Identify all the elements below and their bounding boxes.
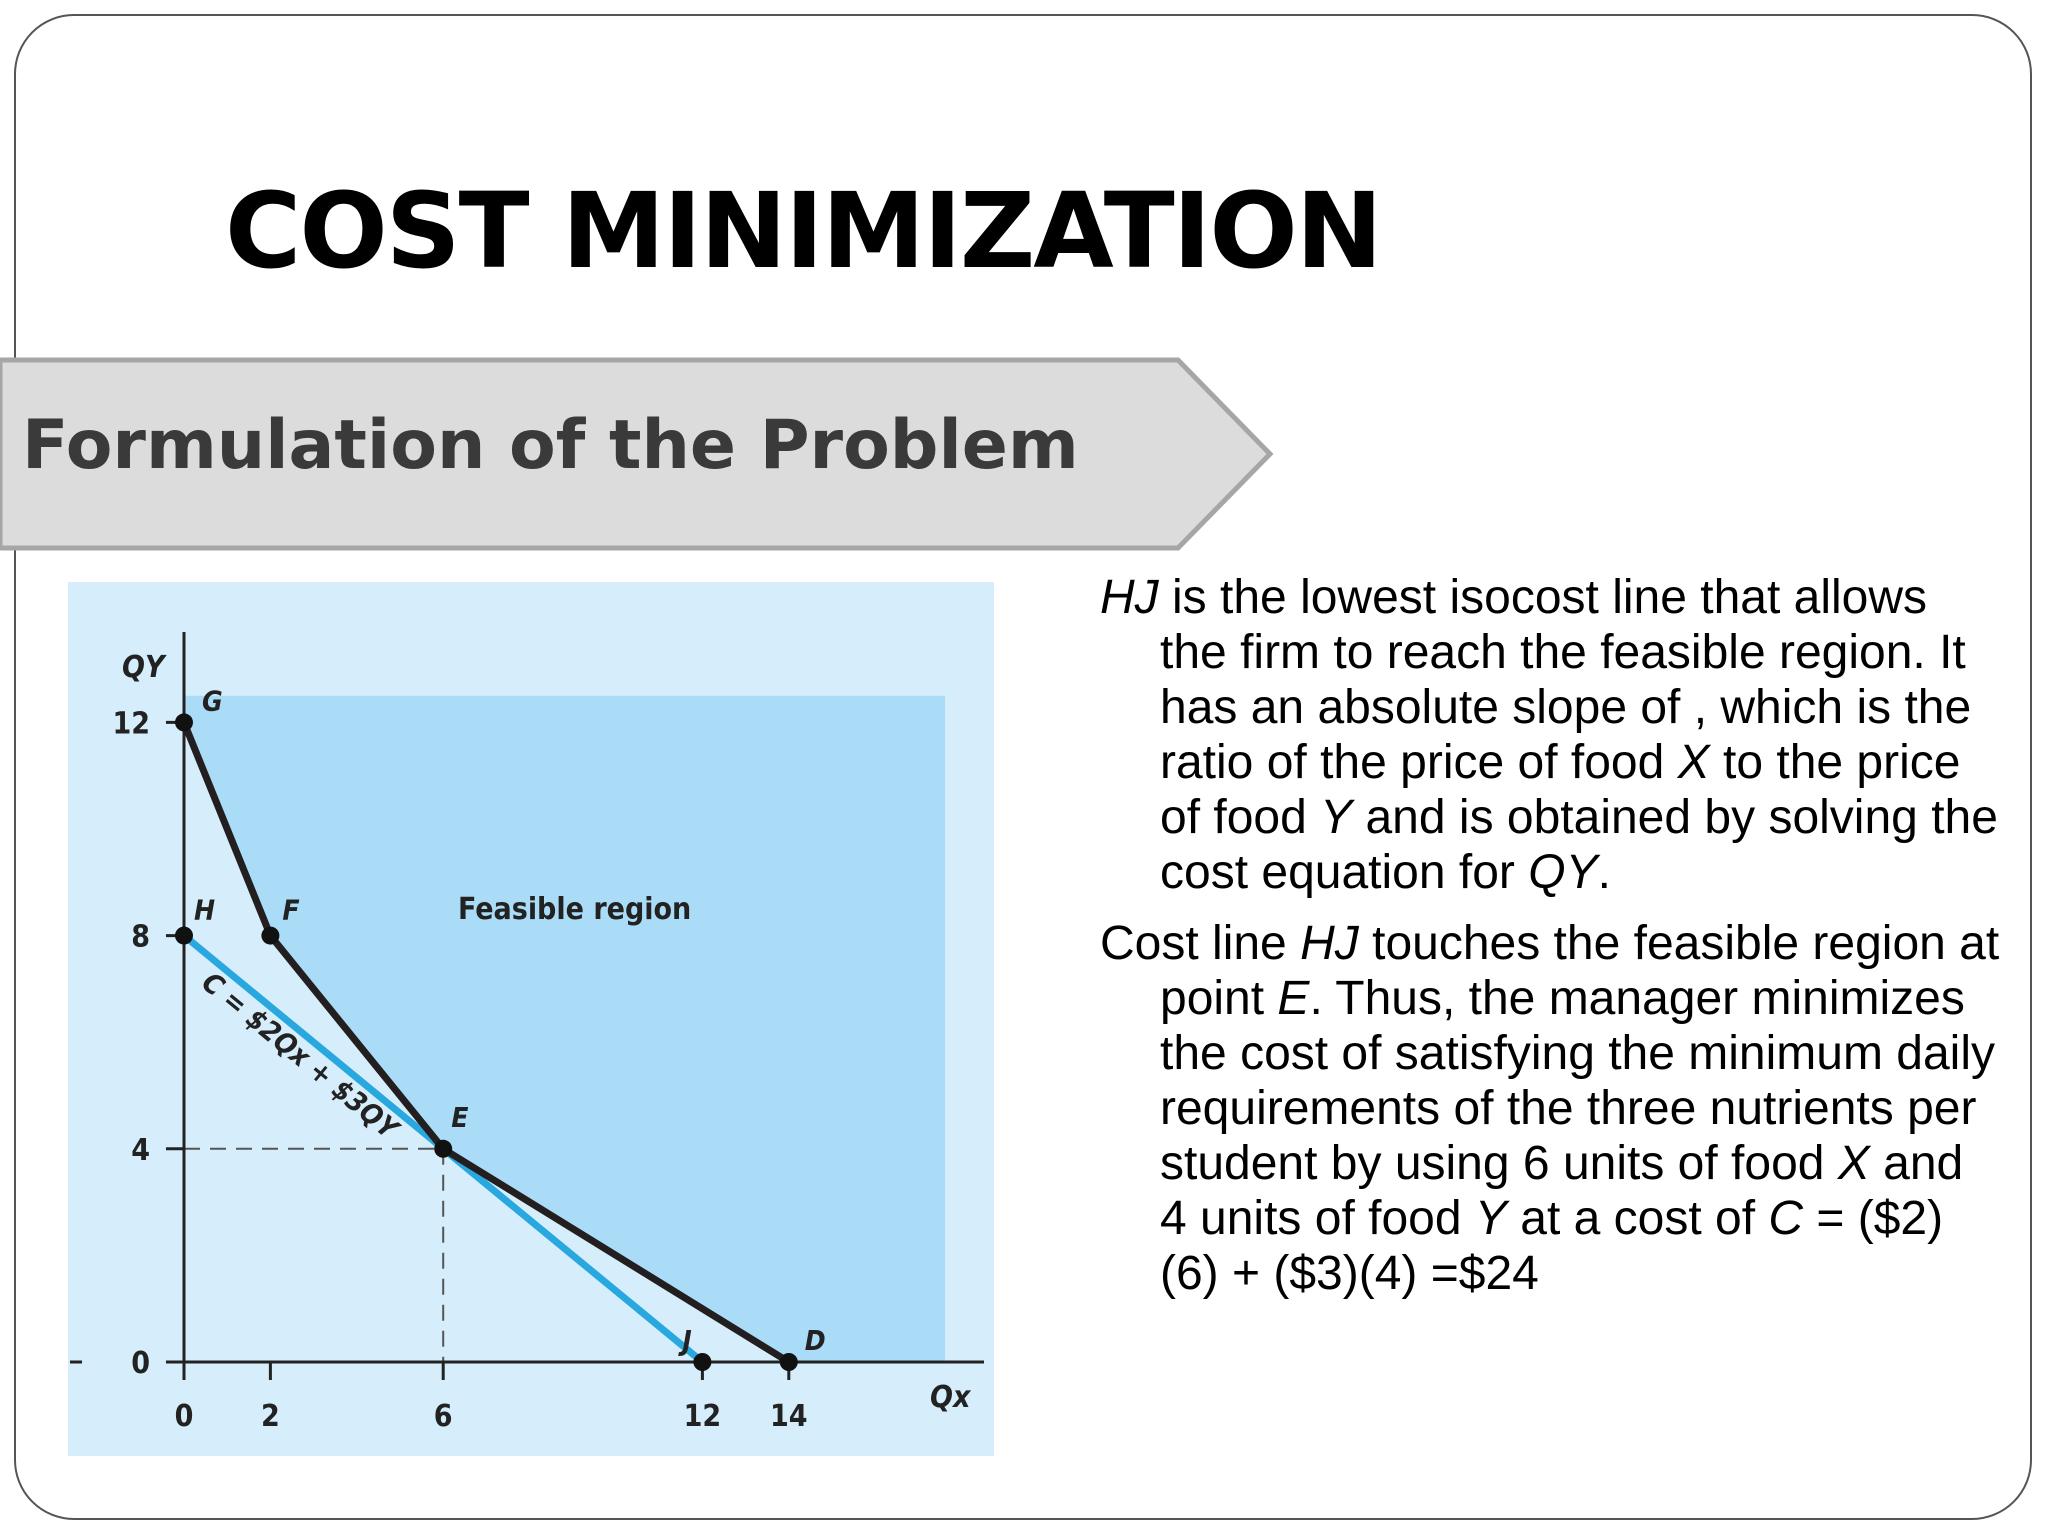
y-tick-label: 8	[131, 920, 150, 955]
point-H	[175, 926, 193, 945]
p2-run: C	[1768, 1192, 1804, 1245]
y-tick-label: 4	[131, 1133, 150, 1168]
feasible-region	[184, 695, 945, 1362]
p2-run: Y	[1474, 1192, 1507, 1245]
point-label-D: D	[805, 1324, 826, 1357]
feasible-boundary-line	[180, 721, 791, 1365]
p2-run: at a cost of	[1506, 1192, 1769, 1245]
y-axis-label: QY	[122, 650, 167, 685]
p2-run: HJ	[1300, 917, 1359, 970]
p1-run: QY	[1528, 846, 1598, 899]
point-F	[261, 926, 280, 945]
banner-arrow-shape	[0, 357, 1274, 551]
p2-run: = ($2)(6) + ($3)(4) =$24	[1160, 1192, 1944, 1300]
slide-title: COST MINIMIZATION	[225, 170, 1383, 292]
p1-run: to the price of food	[1160, 736, 1961, 844]
p2-run: . Thus, the manager minimizes the cost o…	[1160, 972, 1996, 1190]
p1-run: .	[1597, 846, 1611, 899]
point-G	[175, 713, 193, 732]
point-label-F: F	[282, 894, 299, 927]
x-tick-label: 2	[261, 1399, 280, 1434]
x-tick-label: 12	[684, 1399, 722, 1434]
p1-run: is the lowest isocost line that allows t…	[1158, 571, 1972, 789]
p1-run: X	[1677, 736, 1710, 789]
cost-minimization-chart: Feasible region QY Qx 0 4 8 12 0 2 6 12 14 C = $2Qx …	[68, 582, 994, 1456]
x-tick-label: 14	[770, 1399, 808, 1434]
paragraph-optimum: Cost line HJ touches the feasible region…	[1100, 916, 2000, 1301]
banner-label: Formulation of the Problem	[22, 406, 1079, 485]
x-axis-label: Qx	[930, 1380, 972, 1415]
x-tick-label: 6	[434, 1399, 453, 1434]
point-J	[693, 1353, 712, 1371]
explanation-text: HJ is the lowest isocost line that allow…	[1100, 570, 2000, 1317]
point-label-G: G	[202, 684, 223, 717]
section-banner: Formulation of the Problem	[0, 356, 1280, 552]
p2-run: Cost line	[1100, 917, 1301, 970]
p2-run: touches the feasible region at point	[1160, 917, 2000, 1025]
p1-run: Y	[1320, 791, 1353, 844]
p2-run: and 4 units of food	[1160, 1137, 1964, 1245]
point-E	[434, 1139, 453, 1158]
p2-run: X	[1837, 1137, 1870, 1190]
point-label-H: H	[194, 894, 215, 927]
paragraph-isocost: HJ is the lowest isocost line that allow…	[1100, 570, 2000, 900]
x-tick-label: 0	[175, 1399, 194, 1434]
p1-run: and is obtained by solving the cost equa…	[1160, 791, 1998, 899]
point-D	[779, 1353, 798, 1371]
y-tick-label: 12	[112, 706, 150, 741]
point-label-E: E	[451, 1101, 468, 1134]
p1-run: HJ	[1100, 571, 1159, 624]
p2-run: E	[1277, 972, 1310, 1025]
feasible-region-label: Feasible region	[458, 892, 691, 927]
y-tick-label: 0	[131, 1346, 150, 1381]
